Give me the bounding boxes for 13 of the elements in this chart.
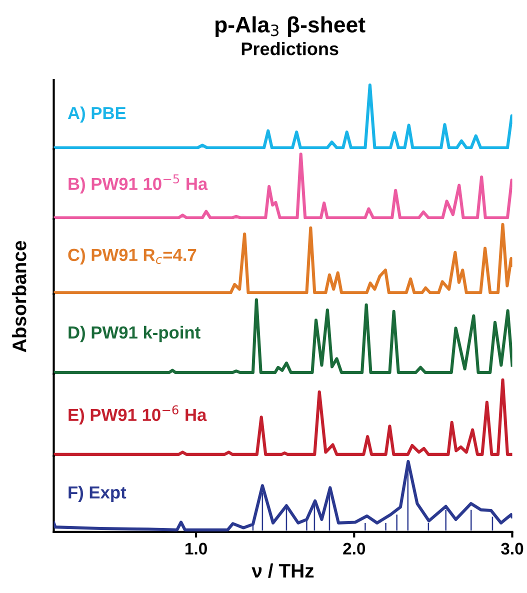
series-label: A) PBE bbox=[68, 106, 126, 123]
series-label: C) PW91 R$_{c}$=4.7 bbox=[68, 248, 196, 265]
x-tick-label: 1.0 bbox=[186, 542, 207, 555]
chart-title: p-Ala$_{3}$ β-sheet bbox=[216, 16, 366, 37]
x-tick-label: 3.0 bbox=[501, 542, 524, 555]
series-label: B) PW91 10$^{−5}$ Ha bbox=[68, 174, 208, 194]
series-label: F) Expt bbox=[68, 486, 126, 502]
series-label: D) PW91 k-point bbox=[68, 326, 200, 342]
series-label: E) PW91 10$^{−6}$ Ha bbox=[68, 405, 207, 424]
y-axis-title: Absorbance bbox=[12, 240, 26, 352]
x-tick-label: 2.0 bbox=[343, 542, 366, 555]
x-axis-title: ν / THz bbox=[252, 563, 314, 578]
chart-subtitle: Predictions bbox=[242, 42, 338, 56]
